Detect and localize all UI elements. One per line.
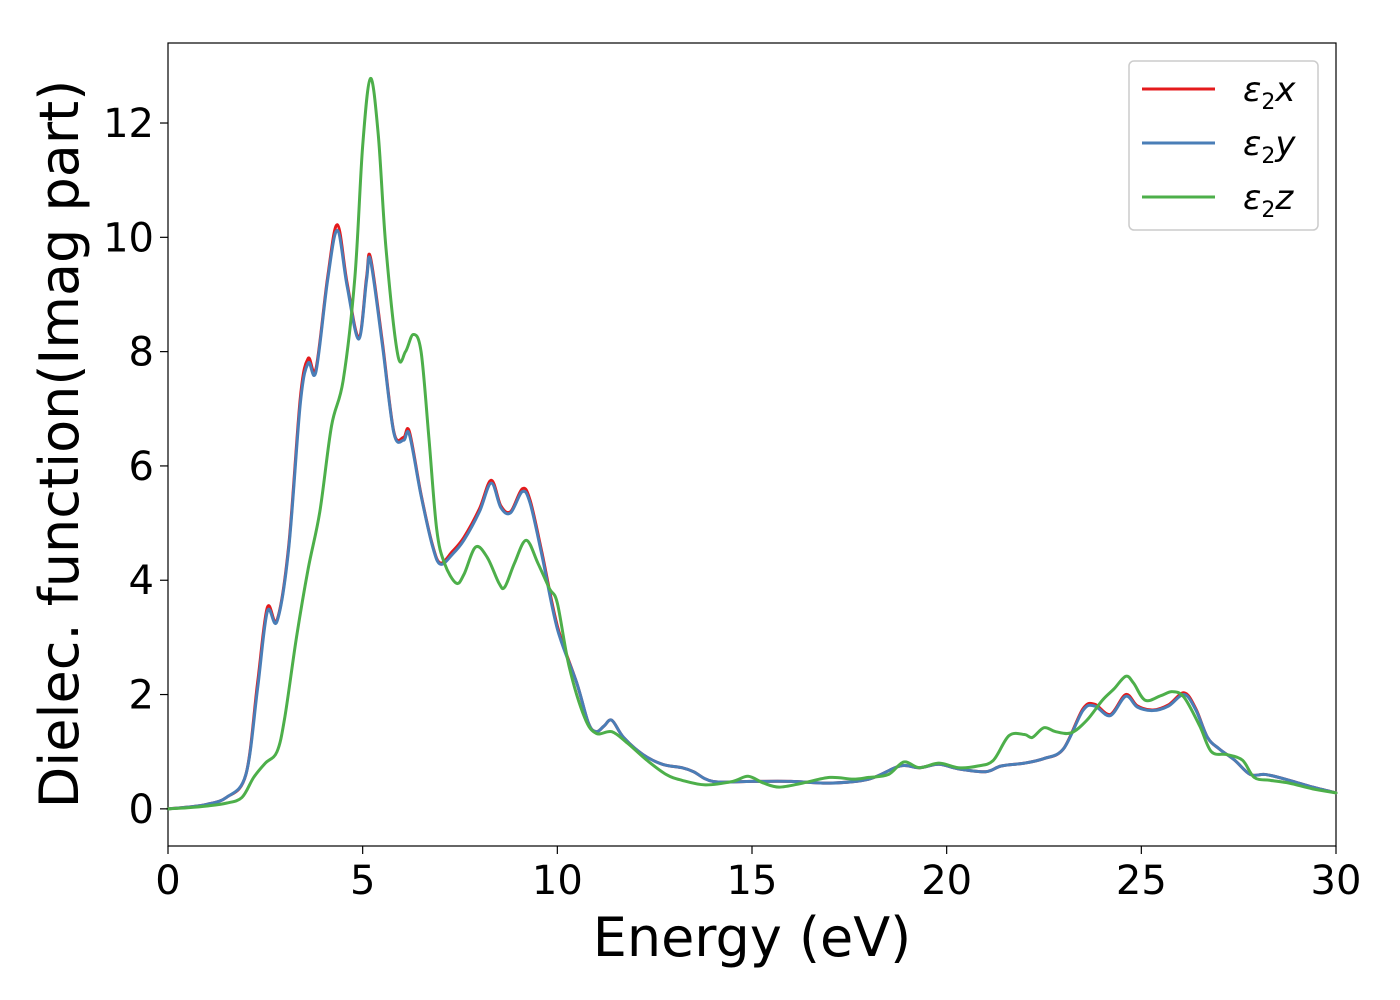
series-line-z xyxy=(166,76,1338,811)
x-tick-label: 30 xyxy=(1311,858,1362,904)
x-tick-label: 0 xyxy=(155,858,180,904)
y-tick-label: 8 xyxy=(129,330,154,376)
y-axis-ticks: 0 2 4 6 8 10 12 xyxy=(103,101,168,833)
y-tick-label: 4 xyxy=(129,558,154,604)
x-tick-label: 5 xyxy=(350,858,375,904)
y-axis-title: Dielec. function(Imag part) xyxy=(28,80,91,809)
x-tick-label: 20 xyxy=(921,858,972,904)
y-tick-label: 2 xyxy=(129,673,154,719)
x-tick-label: 10 xyxy=(532,858,583,904)
y-tick-label: 0 xyxy=(129,787,154,833)
x-axis-ticks: 0 5 10 15 20 25 30 xyxy=(155,846,1361,904)
y-tick-label: 12 xyxy=(103,101,154,147)
plot-area: 0 5 10 15 20 25 30 0 2 4 6 8 10 12 xyxy=(103,42,1361,904)
legend-label-z: ε2z xyxy=(1243,178,1294,223)
y-tick-label: 6 xyxy=(129,444,154,490)
legend-frame xyxy=(1128,60,1319,231)
x-axis-title: Energy (eV) xyxy=(593,906,912,969)
series-line-x xyxy=(166,223,1338,811)
legend-items: ε2x ε2y ε2z xyxy=(1142,70,1296,223)
y-tick-label: 10 xyxy=(103,215,154,261)
legend-label-y: ε2y xyxy=(1243,124,1296,169)
series-group xyxy=(166,76,1338,811)
x-tick-label: 15 xyxy=(727,858,778,904)
series-line-y xyxy=(166,228,1338,811)
legend-label-x: ε2x xyxy=(1243,70,1296,115)
x-tick-label: 25 xyxy=(1116,858,1167,904)
legend: ε2x ε2y ε2z xyxy=(1128,60,1319,231)
